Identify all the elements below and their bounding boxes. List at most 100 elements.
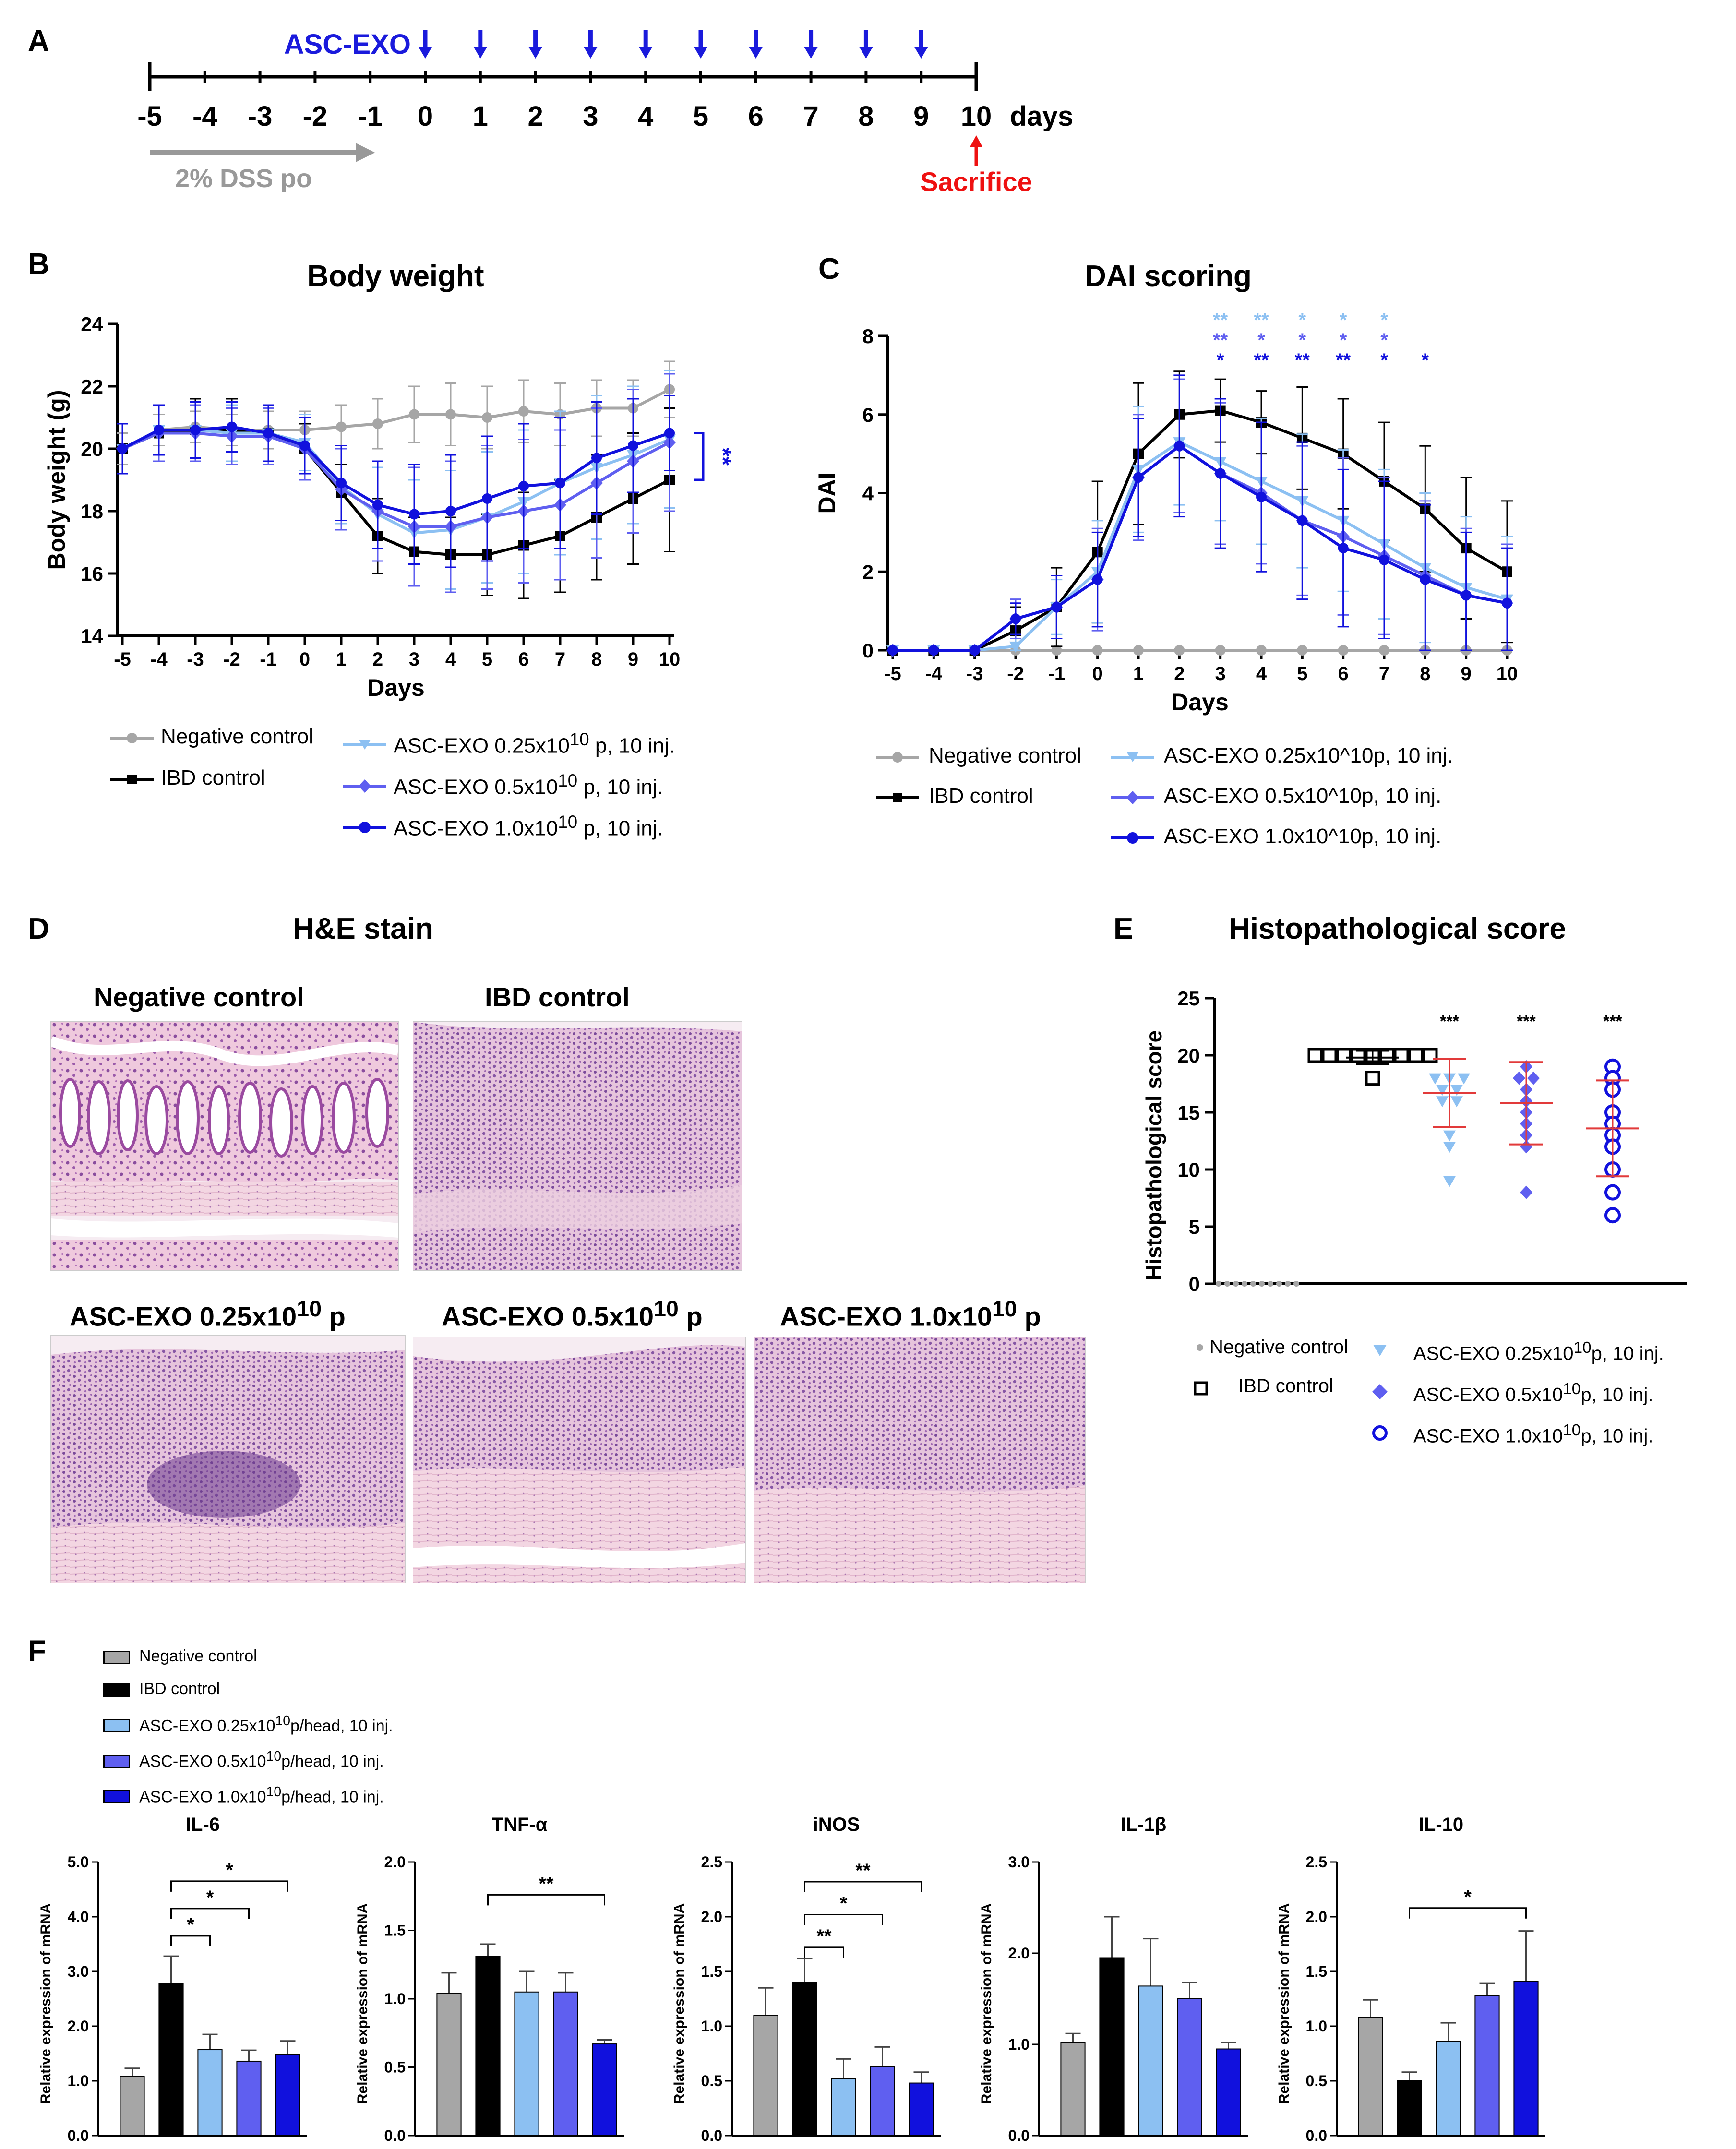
timeline-days-unit: days [1010,101,1073,132]
group-1 [1307,1048,1438,1086]
data-point [482,493,492,504]
injection-arrow-icon [639,47,653,59]
bar [1177,1998,1202,2136]
x-tick-label: 9 [628,649,638,670]
significance-label: * [1464,1886,1472,1908]
histo-caption-s3: ASC-EXO 1.0x1010 p [780,1296,1041,1332]
significance-label: ** [1295,350,1310,371]
data-point [1133,472,1144,483]
data-point [1394,1048,1409,1063]
x-tick-label: 10 [1497,663,1518,684]
series-line [893,444,1508,652]
x-tick-label: 7 [555,649,565,670]
data-point [227,421,237,432]
legend-f-ibd: IBD control [139,1680,220,1698]
data-point [1450,1085,1463,1096]
y-tick-label: 8 [862,325,874,347]
bar [792,1982,817,2136]
legend-b-negative: Negative control [161,725,313,748]
x-tick-label: 1 [1133,663,1144,684]
x-tick-label: 6 [518,649,529,670]
data-point [664,428,675,439]
series-line [121,425,670,516]
legend-b-ibd: IBD control [161,766,265,789]
data-point [372,418,383,429]
significance-label: *** [1517,1013,1536,1031]
data-point [1276,1281,1282,1287]
data-point [555,478,565,489]
y-tick-label: 5.0 [68,1853,89,1871]
x-tick-label: -4 [150,649,168,670]
legend-f-s1-swatch [103,1719,130,1732]
body-weight-title: Body weight [307,260,484,293]
significance-label: ** [855,1860,871,1881]
y-tick-label: 2.0 [1008,1945,1030,1962]
y-tick-label: 0 [862,639,874,662]
timeline-day-label: 5 [693,101,708,132]
data-point [1010,613,1021,624]
group-3: *** [1500,1013,1553,1199]
histo-caption-s2: ASC-EXO 0.5x1010 p [442,1296,703,1332]
significance-label: * [1217,350,1224,371]
data-point [299,440,310,451]
data-point [518,406,529,417]
y-tick-label: 3.0 [68,1963,89,1980]
injection-arrow-icon [584,47,598,59]
body-weight-chart: 14 16 18 20 22 24 -5 -4 -3 -2 -1 0 1 2 3 4 5 6 7 8 9 10 Days Bo… [43,313,735,701]
histology-title: H&E stain [293,912,433,945]
chart-title: IL-1β [1121,1814,1167,1835]
y-tick-label: 20 [81,438,103,460]
histopathological-score-chart: 0 5 10 15 20 25 Histopathological score *** *** *… [1141,987,1687,1295]
x-tick-label: 3 [409,649,419,670]
y-tick-label: 0.5 [1306,2072,1327,2089]
histo-caption-ibd: IBD control [485,982,630,1012]
data-point [263,428,274,439]
x-tick-label: 2 [372,649,383,670]
bar [831,2078,856,2136]
y-tick-label: 2.0 [68,2018,89,2035]
legend-c-negative-marker [876,752,919,763]
legend-f-negative: Negative control [139,1647,257,1665]
series-4 [887,374,1513,656]
x-tick-label: -5 [884,663,901,684]
y-tick-label: 0.0 [384,2127,406,2144]
legend-f-s3-swatch [103,1790,130,1803]
bar [753,2015,778,2137]
significance-label: * [1340,310,1347,331]
bar [1216,2048,1241,2136]
y-tick-label: 0.5 [701,2072,722,2089]
bar [1397,2080,1422,2136]
il1-beta-chart: IL-1β 0.0 1.0 2.0 3.0 Relative expression of … [979,1814,1248,2144]
data-point [445,409,456,420]
legend-c-ibd: IBD control [929,784,1033,808]
legend-b-s2-marker [343,779,386,793]
data-point [1256,645,1267,656]
y-tick-label: 2.5 [1306,1853,1327,1871]
y-tick-label: 1.0 [1008,2036,1030,2053]
data-point [1527,1071,1540,1085]
group-0 [1216,1281,1299,1287]
data-point [1461,590,1472,601]
sacrifice-label: Sacrifice [920,167,1032,197]
y-axis-label: DAI [816,472,840,513]
y-tick-label: 24 [81,313,103,335]
timeline-day-label: -3 [248,101,273,132]
data-point [154,425,164,435]
legend-e-s3: ASC-EXO 1.0x1010p, 10 inj. [1413,1421,1653,1447]
x-tick-label: 6 [1338,663,1349,684]
x-axis-label: Days [1171,689,1229,716]
data-point [1051,601,1062,612]
significance-bracket [1409,1907,1527,1919]
x-axis-label: Days [367,674,425,701]
data-point [1502,597,1512,609]
injection-arrow-icon [473,47,487,59]
data-point [1051,645,1062,656]
legend-c-s1-marker [1111,752,1154,762]
data-point [1436,1096,1449,1108]
data-point [1379,554,1389,565]
y-tick-label: 20 [1177,1044,1200,1067]
data-point [1233,1281,1239,1287]
data-point [1307,1048,1323,1063]
